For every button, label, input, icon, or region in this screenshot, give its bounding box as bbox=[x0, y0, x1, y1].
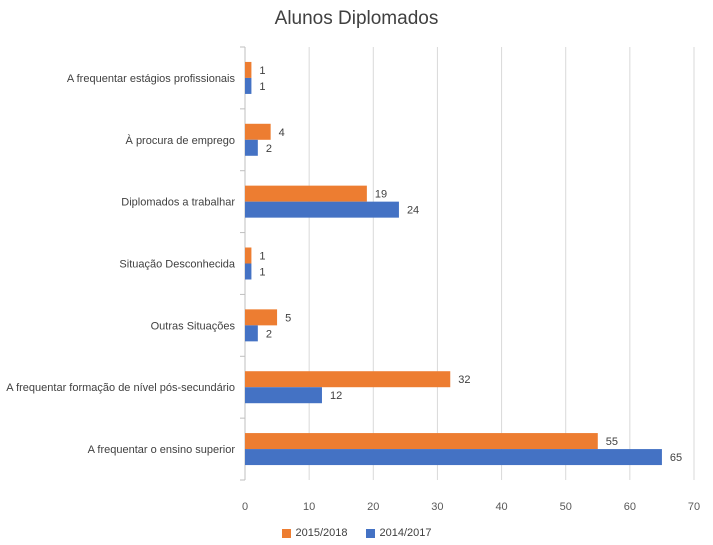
data-label: 2 bbox=[266, 143, 272, 155]
x-tick-label: 10 bbox=[303, 501, 315, 513]
category-label: A frequentar formação de nível pós-secun… bbox=[6, 382, 235, 394]
legend: 2015/2018 2014/2017 bbox=[0, 527, 713, 539]
x-tick-label: 60 bbox=[624, 501, 636, 513]
bar bbox=[245, 185, 367, 202]
data-label: 1 bbox=[259, 251, 265, 263]
data-label: 1 bbox=[259, 267, 265, 279]
x-tick-label: 70 bbox=[688, 501, 700, 513]
x-tick-label: 20 bbox=[367, 501, 379, 513]
data-label: 12 bbox=[330, 390, 342, 402]
x-tick-label: 50 bbox=[560, 501, 572, 513]
legend-swatch-2015-2018 bbox=[281, 528, 291, 538]
bar bbox=[245, 309, 278, 326]
data-label: 24 bbox=[407, 205, 419, 217]
category-label: Outras Situações bbox=[151, 320, 236, 332]
chart-title: Alunos Diplomados bbox=[274, 8, 439, 29]
category-label: A frequentar estágios profissionais bbox=[67, 73, 236, 85]
bar bbox=[245, 77, 252, 94]
bar bbox=[245, 201, 399, 218]
data-label: 55 bbox=[606, 436, 618, 448]
bar bbox=[245, 263, 252, 280]
x-tick-label: 30 bbox=[431, 501, 443, 513]
bar bbox=[245, 449, 662, 466]
legend-item-2014-2017: 2014/2017 bbox=[365, 527, 432, 539]
legend-label-2014-2017: 2014/2017 bbox=[379, 527, 432, 539]
data-label: 65 bbox=[670, 452, 682, 464]
legend-item-2015-2018: 2015/2018 bbox=[281, 527, 348, 539]
data-label: 2 bbox=[266, 328, 272, 340]
data-label: 5 bbox=[285, 312, 291, 324]
data-label: 1 bbox=[259, 81, 265, 93]
category-label: Diplomados a trabalhar bbox=[121, 197, 235, 209]
category-label: A frequentar o ensino superior bbox=[88, 444, 236, 456]
x-tick-label: 0 bbox=[242, 501, 248, 513]
legend-swatch-2014-2017 bbox=[365, 528, 375, 538]
category-label: À procura de emprego bbox=[126, 134, 235, 147]
bar bbox=[245, 139, 258, 156]
bar bbox=[245, 387, 322, 404]
legend-label-2015-2018: 2015/2018 bbox=[295, 527, 348, 539]
data-label: 1 bbox=[259, 65, 265, 77]
data-label: 19 bbox=[375, 189, 387, 201]
bar bbox=[245, 123, 271, 140]
bar bbox=[245, 371, 451, 388]
bar bbox=[245, 247, 252, 264]
data-label: 32 bbox=[458, 374, 470, 386]
category-label: Situação Desconhecida bbox=[119, 259, 235, 271]
bar bbox=[245, 325, 258, 342]
x-tick-label: 40 bbox=[495, 501, 507, 513]
bar bbox=[245, 61, 252, 78]
bar bbox=[245, 433, 598, 450]
data-label: 4 bbox=[279, 127, 285, 139]
